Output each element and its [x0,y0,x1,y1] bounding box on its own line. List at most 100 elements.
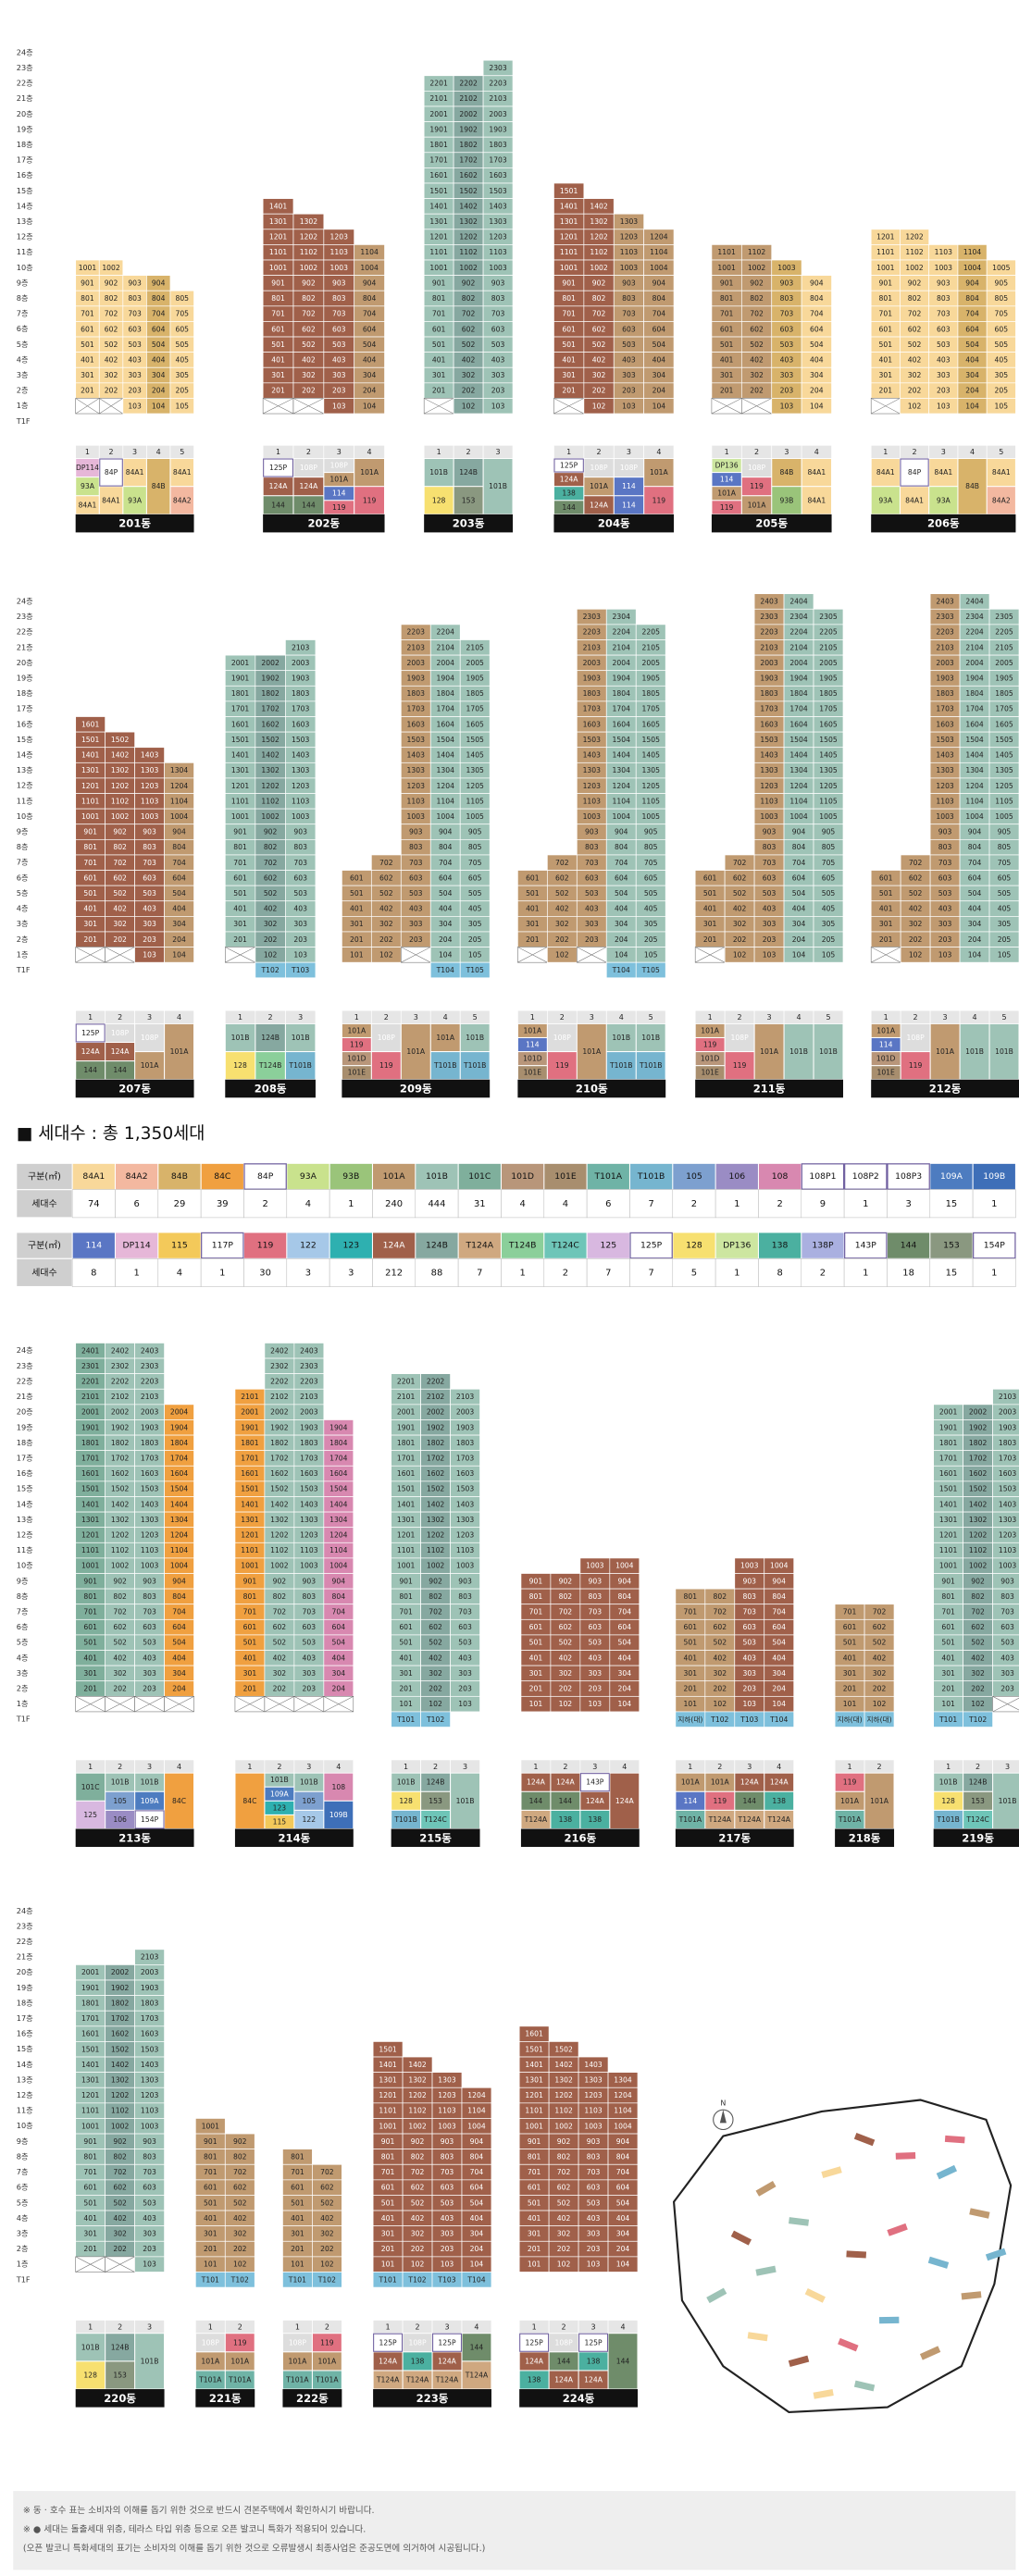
unit-number: 703 [780,310,794,318]
unit-number: 1303 [141,2075,159,2084]
unit-number: 302 [555,920,569,928]
floor-label: 5층 [17,888,29,898]
floor-label: 8층 [17,1591,29,1601]
unit-number: 1402 [554,2061,573,2069]
unit-number: 2201 [81,1377,100,1385]
unit-number: 1602 [270,1469,289,1478]
unit-number: 1201 [560,233,578,242]
unit-number: 303 [763,920,777,928]
unit-number: 703 [143,2168,156,2176]
unit-number: 502 [714,1639,727,1647]
unit-number: 1302 [261,766,280,774]
unit-number: 702 [908,310,922,318]
floor-label: 16층 [17,170,33,180]
building-name-bar [75,514,194,533]
unit-number: 1902 [261,675,280,683]
unit-number: 1503 [489,187,507,195]
unit-number: 804 [332,1592,346,1601]
unit-number: 1302 [554,2075,573,2084]
type-label: T101B [393,1815,416,1824]
type-label: 125 [83,1811,97,1819]
type-cell [293,459,324,477]
unit-number: 503 [128,341,142,349]
unit-number: 901 [81,279,94,287]
unit-number: 303 [458,1669,472,1678]
unit-number: 202 [113,935,127,944]
unit-number: 402 [733,905,747,913]
type-header: 117P [212,1241,234,1251]
unit-number: 801 [81,294,94,303]
type-cell [293,496,324,514]
type-label: 101A [650,468,669,477]
unit-number: 702 [379,859,393,867]
floor-label: 5층 [17,1638,29,1647]
unit-number: 104 [968,950,982,959]
unit-number: 1901 [81,1984,100,1992]
count-value: 2 [563,1268,568,1278]
unit-number: 603 [441,2184,454,2192]
unit-number: 1504 [965,736,984,744]
unit-number: 1402 [111,2061,130,2069]
type-label: 109A [141,1797,160,1805]
unit-number: 901 [243,1577,257,1585]
floor-label: 20층 [17,1967,33,1976]
type-label: 84C [172,1797,186,1805]
type-label: 124A [379,2357,398,2365]
unit-number: 1503 [999,1485,1017,1493]
unit-number: 302 [379,920,393,928]
unit-number: 1303 [489,217,507,226]
unit-number: 604 [616,2184,630,2192]
floor-label: 20층 [17,109,33,118]
unit-number: 503 [409,889,423,898]
unit-number: 2205 [819,628,838,637]
unit-number: 701 [562,310,576,318]
unit-number: 1603 [489,171,507,180]
unit-number: 203 [1000,1685,1014,1693]
type-label: 144 [616,2357,630,2365]
floor-label: 14층 [17,1499,33,1508]
floor-label: 17층 [17,2013,33,2023]
unit-number: 1801 [241,1439,259,1447]
type-label: 124A [111,1047,130,1056]
unit-number: 504 [618,1639,632,1647]
unit-number: 305 [822,920,836,928]
unit-number: 201 [879,387,893,395]
unit-number: 1001 [81,2122,100,2130]
unit-number: 305 [998,920,1012,928]
unit-number: 304 [616,2230,630,2238]
count-value: 1 [734,1268,739,1278]
unit-number: 1003 [760,812,778,821]
unit-number: 105 [644,950,658,959]
unit-number: 402 [379,905,393,913]
unit-number: 2104 [437,643,455,651]
unit-number: 102 [379,950,393,959]
unit-number: 1702 [459,156,478,165]
unit-number: 2002 [969,1408,988,1417]
unit-number: 304 [363,371,377,379]
unit-number: 1301 [379,2075,397,2084]
unit-number: 1405 [995,751,1013,760]
unit-number: 1703 [489,156,507,165]
unit-number: 1202 [427,1531,445,1540]
unit-number: 1205 [642,782,661,790]
unit-number: 1803 [999,1439,1017,1447]
unit-number: 1802 [261,689,280,698]
unit-number: 504 [652,341,666,349]
unit-number: 1005 [995,812,1013,821]
unit-number: 1504 [437,736,455,744]
unit-number: 601 [243,1623,257,1631]
unit-number: 202 [750,387,764,395]
unit-number: 202 [909,935,923,944]
unit-number: 1704 [437,705,455,713]
unit-number: 102 [592,402,606,410]
unit-number: 404 [439,905,453,913]
unit-number: 504 [616,2198,630,2207]
type-label: 84A1 [992,468,1011,477]
unit-number: 101 [529,1700,543,1708]
unit-number: 1902 [111,1423,130,1431]
type-label: 119 [843,1778,857,1787]
floor-label: 21층 [17,642,33,651]
floor-label: 7층 [17,2167,29,2176]
unit-number: 1002 [102,264,120,272]
floor-label: 21층 [17,1952,33,1962]
